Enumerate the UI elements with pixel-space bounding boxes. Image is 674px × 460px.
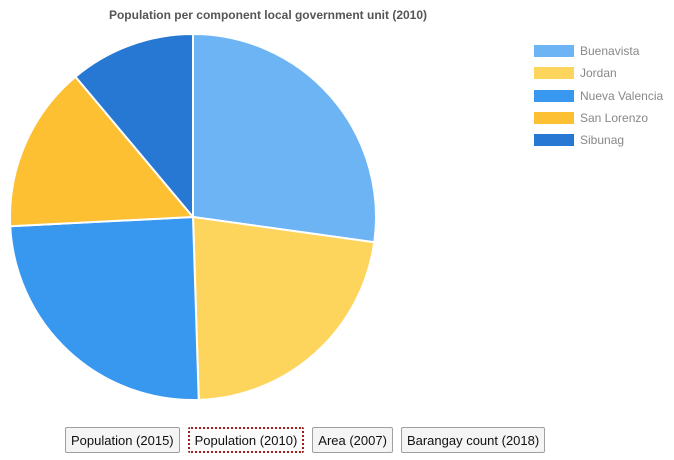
pie-slice-jordan[interactable] (191, 215, 376, 401)
area-2007-button[interactable]: Area (2007) (312, 427, 393, 453)
legend-label: San Lorenzo (580, 111, 649, 126)
legend-label: Nueva Valencia (580, 88, 664, 103)
legend-swatch (534, 45, 574, 58)
legend-swatch (534, 89, 574, 102)
chart-legend: Buenavista Jordan Nueva Valencia San Lor… (534, 40, 663, 151)
legend-label: Sibunag (580, 133, 625, 148)
legend-item-sibunag[interactable]: Sibunag (534, 129, 663, 151)
legend-swatch (534, 134, 574, 147)
pie-chart (9, 32, 377, 401)
pie-slice-nueva-valencia[interactable] (9, 215, 200, 401)
legend-label: Jordan (580, 66, 617, 81)
legend-item-san-lorenzo[interactable]: San Lorenzo (534, 107, 663, 129)
pie-slice-san-lorenzo[interactable] (9, 75, 196, 228)
chart-title: Population per component local governmen… (108, 8, 428, 22)
population-2010-button[interactable]: Population (2010) (187, 427, 305, 453)
legend-swatch (534, 112, 574, 125)
pie-slice-sibunag[interactable] (74, 32, 194, 220)
pie-slice-buenavista[interactable] (192, 32, 377, 244)
legend-item-jordan[interactable]: Jordan (534, 62, 663, 84)
legend-item-buenavista[interactable]: Buenavista (534, 40, 663, 62)
barangay-count-2018-button[interactable]: Barangay count (2018) (400, 427, 546, 453)
legend-item-nueva-valencia[interactable]: Nueva Valencia (534, 85, 663, 107)
dataset-selector: Population (2015) Population (2010) Area… (65, 427, 553, 453)
population-2015-button[interactable]: Population (2015) (65, 427, 180, 453)
legend-label: Buenavista (580, 44, 640, 59)
legend-swatch (534, 67, 574, 80)
